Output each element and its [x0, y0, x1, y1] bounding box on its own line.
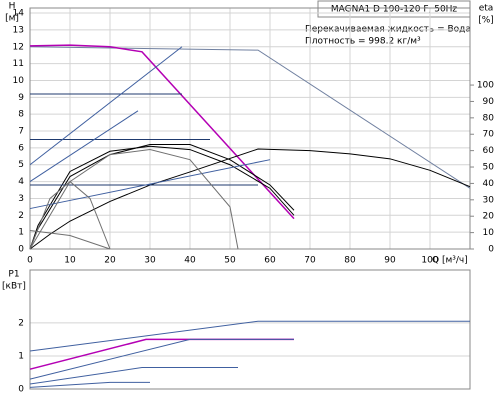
- curve: [29, 145, 295, 250]
- y2-tick-label: 70: [483, 130, 495, 140]
- y-tick-label: 12: [13, 42, 24, 52]
- x-label: Q [м³/ч]: [432, 256, 468, 266]
- x-tick-label: 30: [144, 256, 156, 266]
- plot-frame: [29, 7, 471, 250]
- y-tick-label: 9: [18, 93, 24, 103]
- x-tick-label: 50: [224, 256, 236, 266]
- y-tick-label: 0: [18, 385, 24, 395]
- y2-tick-label: 10: [483, 228, 495, 238]
- annotation: Плотность = 998.2 кг/м³: [305, 37, 421, 47]
- y-tick-label: 2: [18, 211, 24, 221]
- y-tick-label: 2: [18, 318, 24, 328]
- curve: [29, 180, 111, 250]
- x-tick-label: 40: [184, 256, 196, 266]
- y-tick-label: 0: [18, 245, 24, 255]
- y2-tick-label: 30: [483, 195, 495, 205]
- y-tick-label: 5: [18, 160, 24, 170]
- x-tick-label: 90: [384, 256, 396, 266]
- y2-tick-label: 100: [477, 81, 494, 91]
- y2-unit: [%]: [478, 16, 494, 26]
- y2-tick-label: 60: [483, 146, 495, 156]
- curve: [29, 110, 139, 183]
- curve: [29, 159, 271, 210]
- curve: [29, 148, 471, 250]
- curve: [29, 144, 295, 250]
- y-tick-label: 7: [18, 127, 24, 137]
- x-tick-label: 10: [64, 256, 76, 266]
- y2-label: eta: [479, 4, 494, 14]
- y2-tick-label: 50: [483, 163, 495, 173]
- x-tick-label: 70: [304, 256, 316, 266]
- y-label: H: [9, 2, 16, 12]
- y-tick-label: 10: [13, 76, 25, 86]
- y-tick-label: 4: [18, 177, 24, 187]
- y2-tick-label: 80: [483, 113, 495, 123]
- y-label: P1: [8, 270, 19, 280]
- y-tick-label: 13: [13, 25, 24, 35]
- curve: [29, 44, 295, 220]
- y-tick-label: 1: [18, 228, 24, 238]
- y-tick-label: 8: [18, 110, 24, 120]
- curve: [29, 338, 294, 380]
- chart-title: MAGNA1 D 100-120 F, 50Hz: [331, 5, 458, 15]
- y-unit: [м]: [5, 14, 19, 24]
- y-tick-label: 11: [13, 59, 24, 69]
- y-tick-label: 1: [18, 351, 24, 361]
- y2-tick-label: 20: [483, 212, 495, 222]
- curve: [29, 320, 470, 352]
- y-unit: [кВт]: [2, 282, 26, 292]
- curve: [29, 338, 294, 370]
- y2-tick-label: 90: [483, 97, 495, 107]
- plot-frame: [29, 269, 471, 390]
- x-tick-label: 80: [344, 256, 356, 266]
- curve: [29, 229, 111, 250]
- y-tick-label: 3: [18, 194, 24, 204]
- y-tick-label: 6: [18, 143, 24, 153]
- curve: [29, 381, 150, 388]
- curve: [29, 46, 471, 189]
- x-tick-label: 100: [421, 256, 438, 266]
- y2-tick-label: 0: [488, 245, 494, 255]
- x-tick-label: 0: [27, 256, 33, 266]
- y-tick-label: 14: [13, 9, 25, 19]
- y2-tick-label: 40: [483, 179, 495, 189]
- curve: [29, 367, 238, 385]
- curve: [29, 46, 183, 166]
- x-tick-label: 60: [264, 256, 276, 266]
- x-tick-label: 20: [104, 256, 116, 266]
